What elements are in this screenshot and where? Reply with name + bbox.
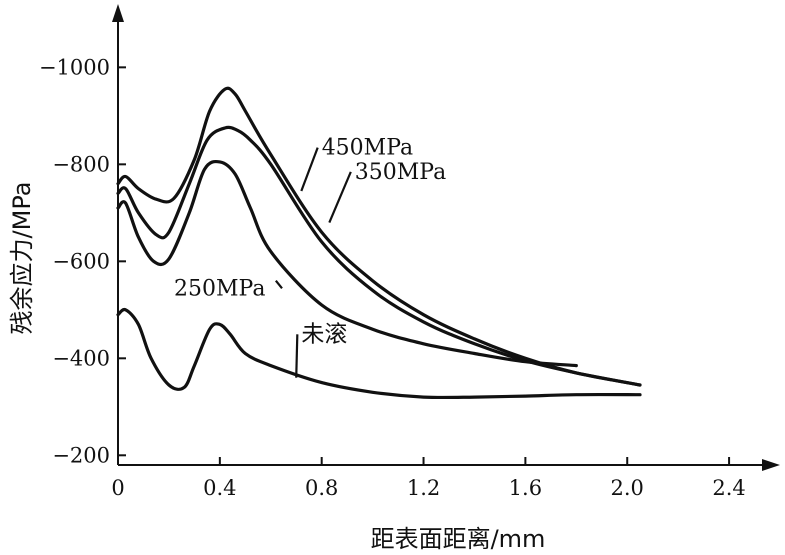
axes [112,4,780,471]
x-tick-label: 0.4 [203,476,236,500]
series-3-line [116,307,642,400]
x-axis-arrow [762,459,780,471]
series-1-leader-line [328,171,352,223]
series-3-label: 未滚 [301,321,347,347]
x-tick-label: 2.4 [712,476,745,500]
series-1-label: 350MPa [355,160,446,185]
y-axis-title: 残余应力/MPa [8,182,36,335]
y-tick-label: −600 [52,249,110,273]
y-tick-label: −800 [52,152,110,176]
y-tick-label: −200 [52,443,110,467]
x-tick-label: 0.8 [305,476,338,500]
series-3-leader-line [295,334,299,378]
series-0-line [116,86,642,387]
series-1-line [116,125,642,387]
x-tick-label: 0 [111,476,124,500]
x-tick-label: 1.6 [509,476,542,500]
series-2-line [116,159,578,368]
x-tick-label: 2.0 [611,476,644,500]
y-tick-label: −1000 [39,55,110,79]
y-tick-label: −400 [52,346,110,370]
series-0-label: 450MPa [322,136,413,161]
x-tick-label: 1.2 [407,476,440,500]
series-2-leader-line [275,280,283,289]
series-2-label: 250MPa [174,276,265,301]
y-axis-arrow [112,4,124,22]
x-axis-title: 距表面距离/mm [371,525,546,553]
series-0-leader-line [300,147,319,192]
ticks-group: −200 −400 −600 −800 −1000 0 0.4 0.8 1.2 1.6 2.0 2.4 [39,55,746,500]
series-group [116,86,642,400]
